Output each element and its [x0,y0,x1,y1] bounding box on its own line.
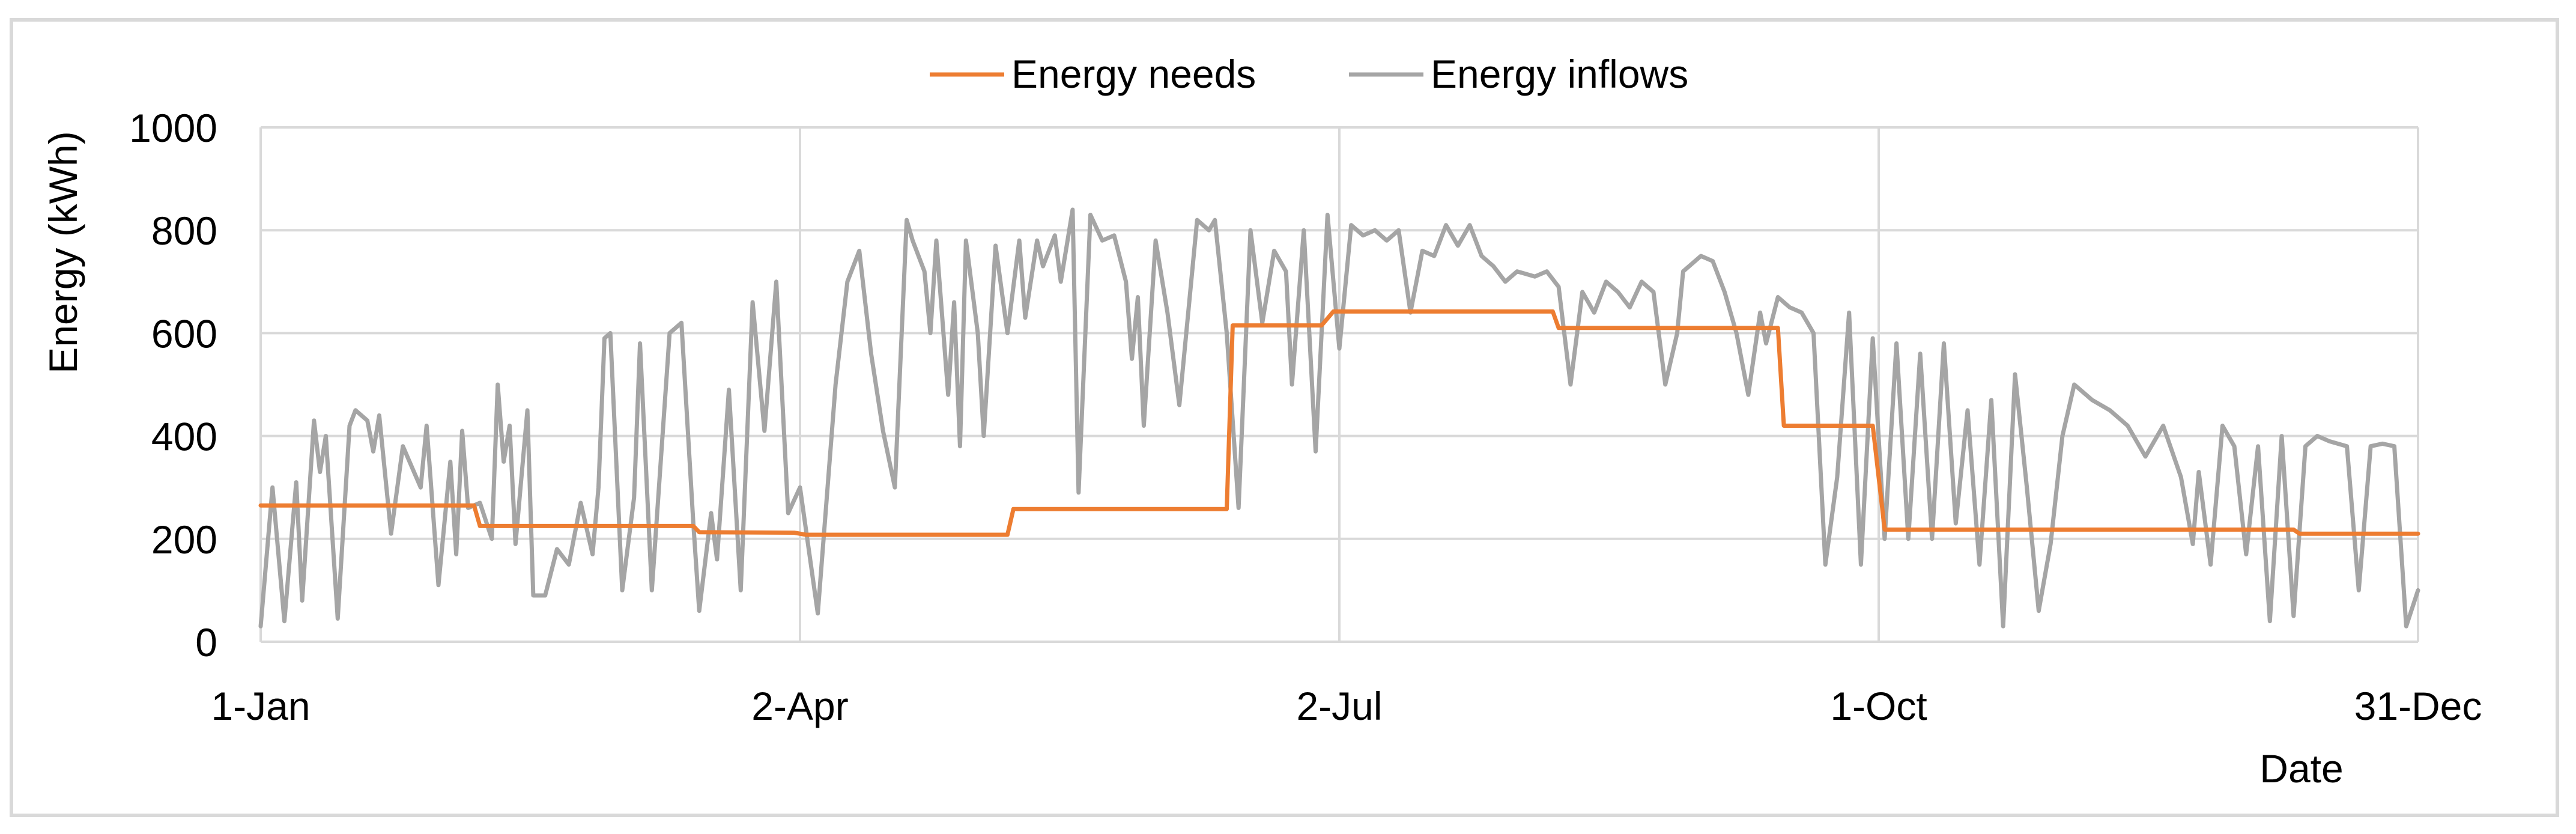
y-tick-label: 0 [195,620,217,665]
series-line-energy-needs [258,309,2420,537]
gridlines [259,126,2419,643]
x-tick-label: 2-Jul [1296,684,1382,728]
x-tick-label: 1-Oct [1830,684,1927,728]
x-tick-label: 2-Apr [751,684,848,728]
x-tick-label: 1-Jan [211,684,310,728]
y-tick-label: 400 [151,415,217,459]
y-tick-label: 1000 [129,106,217,150]
y-tick-label: 600 [151,311,217,356]
y-axis-tick-labels: 0 200 400 600 800 1000 [129,106,217,665]
series-line-energy-inflows [258,207,2420,629]
data-series [258,207,2420,629]
legend-label-energy-needs: Energy needs [1011,52,1256,96]
legend-label-energy-inflows: Energy inflows [1431,52,1688,96]
y-tick-label: 800 [151,208,217,253]
x-tick-label: 31-Dec [2354,684,2482,728]
x-axis-tick-labels: 1-Jan 2-Apr 2-Jul 1-Oct 31-Dec [211,684,2482,728]
legend: Energy needs Energy inflows [930,52,1688,96]
chart-frame [10,18,2559,817]
y-tick-label: 200 [151,517,217,562]
y-axis-title: Energy (kWh) [41,131,85,373]
x-axis-title: Date [2259,746,2343,791]
